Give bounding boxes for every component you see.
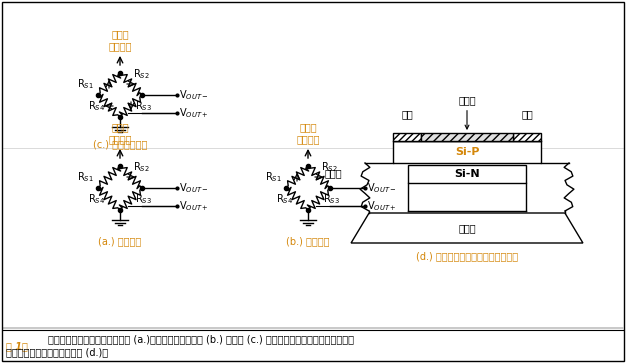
- Text: R$_{S4}$: R$_{S4}$: [88, 192, 105, 206]
- Bar: [408, 165, 526, 183]
- Text: 触点: 触点: [521, 109, 533, 119]
- Text: 四膊电桥，并且在硅片内构造 (d.)。: 四膊电桥，并且在硅片内构造 (d.)。: [6, 347, 108, 357]
- Text: (b.) 双膊电桥: (b.) 双膊电桥: [286, 236, 330, 246]
- Text: 惠斯通电阵电桥配置有可变单膊 (a.)、应激励而变的双膊 (b.) 或四膊 (c.) 电桥。压阵式压力传感元件通常为: 惠斯通电阵电桥配置有可变单膊 (a.)、应激励而变的双膊 (b.) 或四膊 (c…: [48, 334, 354, 344]
- Text: V$_{OUT+}$: V$_{OUT+}$: [367, 199, 396, 213]
- Text: R$_{S1}$: R$_{S1}$: [265, 170, 282, 184]
- Text: Si-N: Si-N: [454, 169, 480, 179]
- Text: 触点: 触点: [401, 109, 413, 119]
- Text: R$_{S2}$: R$_{S2}$: [133, 67, 150, 81]
- Text: R$_{S3}$: R$_{S3}$: [135, 192, 152, 206]
- Text: R$_{S1}$: R$_{S1}$: [77, 77, 94, 91]
- Text: 电压或
电流激励: 电压或 电流激励: [296, 122, 320, 144]
- Bar: [513, 133, 541, 141]
- Text: (a.) 单膊电桥: (a.) 单膊电桥: [98, 236, 141, 246]
- Text: 隔雒膜: 隔雒膜: [458, 223, 476, 233]
- Text: R$_{S4}$: R$_{S4}$: [276, 192, 293, 206]
- Text: R$_{S2}$: R$_{S2}$: [133, 160, 150, 174]
- Text: R$_{S3}$: R$_{S3}$: [323, 192, 340, 206]
- Bar: [421, 133, 513, 141]
- Text: R$_{S2}$: R$_{S2}$: [321, 160, 338, 174]
- Text: 电介质: 电介质: [458, 95, 476, 129]
- Bar: [393, 141, 541, 163]
- Text: 电压或
电流激励: 电压或 电流激励: [108, 29, 131, 51]
- Text: R$_{S4}$: R$_{S4}$: [88, 99, 105, 113]
- Text: Si-P: Si-P: [454, 147, 480, 157]
- Text: V$_{OUT-}$: V$_{OUT-}$: [179, 88, 208, 102]
- Text: 电压或
电流激励: 电压或 电流激励: [108, 122, 131, 144]
- Text: 图 1：: 图 1：: [6, 341, 28, 351]
- Bar: [393, 133, 421, 141]
- Text: R$_{S1}$: R$_{S1}$: [77, 170, 94, 184]
- Text: (d.) 夹心式压阵式压力传感器的单层: (d.) 夹心式压阵式压力传感器的单层: [416, 251, 518, 261]
- Text: R$_{S3}$: R$_{S3}$: [135, 99, 152, 113]
- Polygon shape: [351, 213, 583, 243]
- Text: V$_{OUT-}$: V$_{OUT-}$: [179, 181, 208, 195]
- Text: (c.) 四膊或全电桥: (c.) 四膊或全电桥: [93, 139, 147, 149]
- Text: V$_{OUT+}$: V$_{OUT+}$: [179, 199, 208, 213]
- Text: 硅衡底: 硅衡底: [324, 168, 342, 178]
- Text: V$_{OUT+}$: V$_{OUT+}$: [179, 106, 208, 120]
- Text: V$_{OUT-}$: V$_{OUT-}$: [367, 181, 397, 195]
